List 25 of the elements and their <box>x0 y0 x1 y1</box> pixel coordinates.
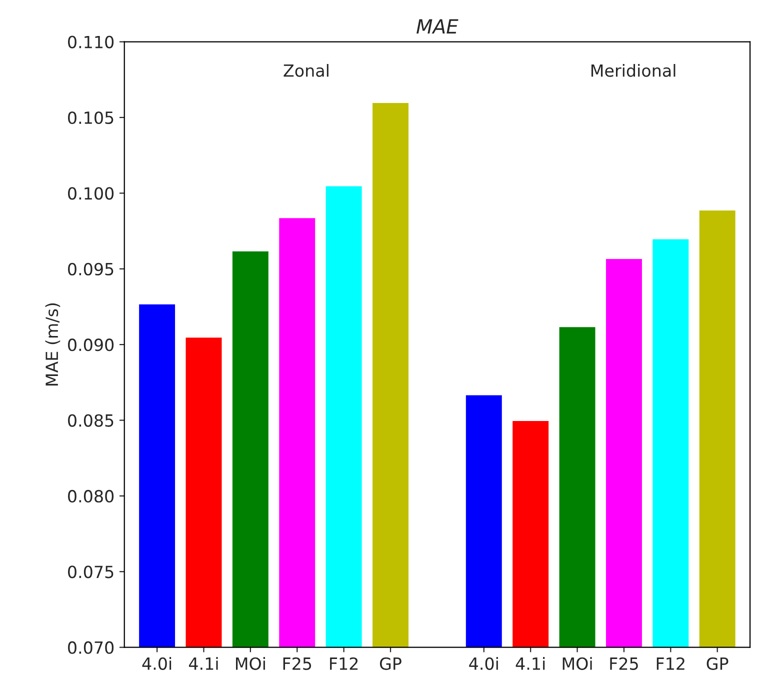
y-tick-label: 0.085 <box>68 414 114 427</box>
x-tick-label: 4.0i <box>142 657 172 670</box>
x-tick-label: 4.1i <box>516 657 545 670</box>
y-tick-label: 0.070 <box>68 641 114 654</box>
y-tick-label: 0.090 <box>68 338 114 352</box>
x-tick-label: F12 <box>656 657 684 670</box>
y-tick-label: 0.100 <box>68 187 114 200</box>
x-tick-label: F25 <box>610 657 638 670</box>
x-tick-label: 4.1i <box>188 657 218 670</box>
annotation: Zonal <box>284 64 328 77</box>
x-tick-label: MOi <box>236 657 265 670</box>
x-tick-label: 4.0i <box>469 657 498 670</box>
chart-title: MAE <box>416 19 458 34</box>
x-tick-label: GP <box>706 657 728 670</box>
x-tick-label: GP <box>380 657 402 670</box>
y-tick-label: 0.075 <box>68 566 114 578</box>
annotation: Meridional <box>591 64 676 77</box>
y-tick-label: 0.095 <box>68 262 114 276</box>
x-tick-label: MOi <box>562 657 592 670</box>
y-axis-title: MAE (m/s) <box>45 303 60 386</box>
y-tick-label: 0.110 <box>68 36 114 48</box>
y-tick-label: 0.080 <box>68 490 114 503</box>
x-tick-label: F25 <box>283 657 312 670</box>
y-tick-label: 0.105 <box>68 111 114 124</box>
x-tick-label: F12 <box>330 657 358 670</box>
